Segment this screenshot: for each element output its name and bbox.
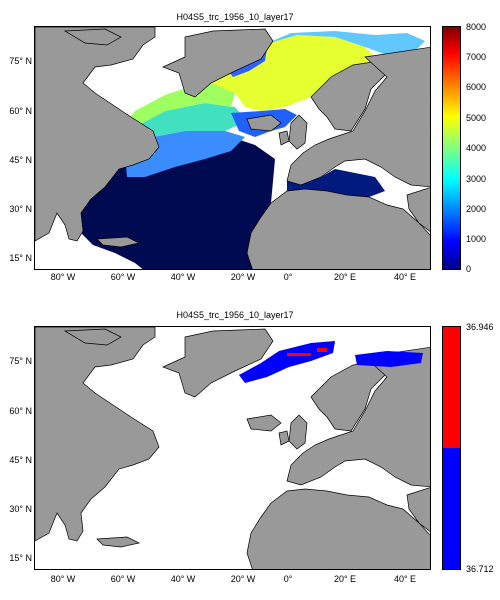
land-shape — [310, 360, 386, 432]
lat-label-60-bottom: 60° N — [9, 406, 32, 416]
land-shape — [96, 236, 141, 248]
land-shape — [406, 487, 430, 532]
lat-label-45-top: 45° N — [9, 155, 32, 165]
lon-label-40w-top: 40° W — [170, 272, 196, 282]
anomaly-field-blue-east — [355, 351, 423, 367]
land-shape — [278, 130, 290, 146]
lon-label-80w-bottom: 80° W — [50, 574, 76, 584]
land-shape — [246, 114, 282, 132]
lon-label-0-bottom: 0° — [283, 574, 293, 584]
colorbar-segment-blue — [443, 448, 460, 569]
land-shape — [246, 488, 430, 569]
colorbar-tick-5000: 5000 — [466, 113, 487, 123]
lat-label-75-bottom: 75° N — [9, 356, 32, 366]
colorbar-tick-min: 36.712 — [466, 564, 494, 574]
lon-label-80w-top: 80° W — [50, 272, 76, 282]
lon-label-20w-top: 20° W — [230, 272, 256, 282]
land-shape — [246, 414, 282, 432]
lon-label-0-top: 0° — [283, 272, 293, 282]
land-shape — [35, 327, 160, 542]
lon-label-60w-top: 60° W — [110, 272, 136, 282]
colorbar-tick-2000: 2000 — [466, 204, 487, 214]
lat-label-30-top: 30° N — [9, 204, 32, 214]
land-shape — [246, 188, 430, 269]
land-shape — [162, 328, 274, 398]
colorbar-top — [442, 26, 461, 270]
colorbar-tick-8000: 8000 — [466, 22, 487, 32]
land-shape — [63, 328, 122, 346]
colorbar-tick-max: 36.946 — [466, 322, 494, 332]
lat-label-15-bottom: 15° N — [9, 553, 32, 563]
colorbar-segment-red — [443, 327, 460, 448]
colorbar-tick-4000: 4000 — [466, 143, 487, 153]
land-shape — [286, 46, 430, 188]
lon-label-20e-bottom: 20° E — [333, 574, 357, 584]
tracer-field-band — [211, 35, 379, 111]
colorbar-tick-3000: 3000 — [466, 174, 487, 184]
lat-label-45-bottom: 45° N — [9, 455, 32, 465]
colorbar-tick-7000: 7000 — [466, 52, 487, 62]
colorbar-tick-1000: 1000 — [466, 234, 487, 244]
land-shape — [63, 28, 122, 46]
land-shape — [96, 536, 141, 548]
lon-label-40w-bottom: 40° W — [170, 574, 196, 584]
anomaly-field-red — [317, 348, 327, 352]
colorbar-tick-0: 0 — [466, 264, 472, 274]
lon-label-20e-top: 20° E — [333, 272, 357, 282]
lon-label-40e-bottom: 40° E — [393, 574, 417, 584]
lon-label-20w-bottom: 20° W — [230, 574, 256, 584]
lat-label-60-top: 60° N — [9, 106, 32, 116]
land-shape — [286, 346, 430, 488]
lon-label-60w-bottom: 60° W — [110, 574, 136, 584]
tracer-field-band — [131, 103, 247, 143]
lon-label-40e-top: 40° E — [393, 272, 417, 282]
map-title-bottom: H04S5_trc_1956_10_layer17 — [176, 310, 294, 320]
colorbar-bottom — [442, 326, 461, 570]
map-bottom — [34, 326, 431, 570]
anomaly-field-red — [287, 353, 311, 356]
map-top — [34, 26, 431, 270]
map-title-top: H04S5_trc_1956_10_layer17 — [176, 12, 294, 22]
colorbar-tick-6000: 6000 — [466, 82, 487, 92]
tracer-field-band — [263, 31, 425, 55]
lat-label-75-top: 75° N — [9, 56, 32, 66]
tracer-field-med — [287, 169, 385, 197]
land-shape — [310, 60, 386, 132]
lat-label-15-top: 15° N — [9, 253, 32, 263]
land-shape — [278, 430, 290, 446]
land-shape — [35, 27, 160, 242]
land-shape — [162, 28, 274, 98]
land-shape — [406, 187, 430, 232]
tracer-field-band — [123, 77, 235, 127]
lat-label-30-bottom: 30° N — [9, 504, 32, 514]
